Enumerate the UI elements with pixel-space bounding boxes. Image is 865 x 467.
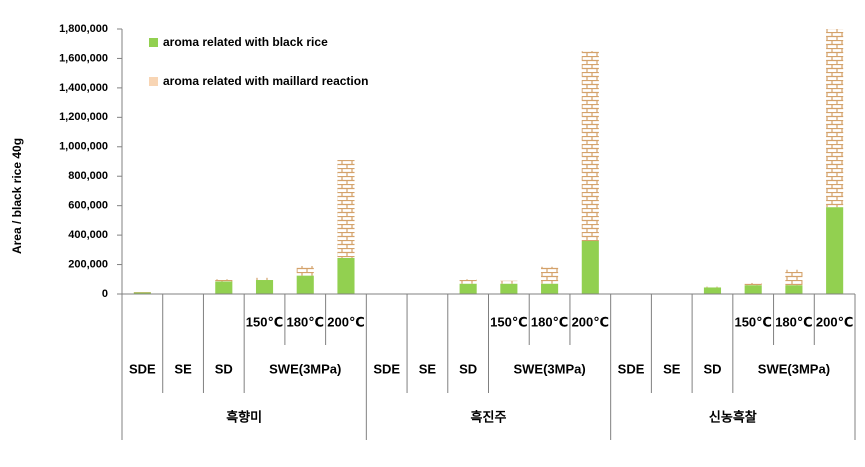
legend-swatch xyxy=(149,77,158,86)
method-label: SD xyxy=(459,361,477,376)
x-tick-label: 150℃ xyxy=(246,314,283,329)
bar-segment xyxy=(581,51,599,242)
method-label: SWE(3MPa) xyxy=(758,361,830,376)
bar-segment xyxy=(459,279,477,284)
y-tick-label: 1,400,000 xyxy=(59,82,108,94)
group-label: 신농흑찰 xyxy=(709,409,757,424)
group-label: 흑진주 xyxy=(471,409,507,424)
bar-segment xyxy=(744,285,762,294)
bar-segment xyxy=(703,287,722,294)
bar-segment xyxy=(255,277,274,281)
group-label: 흑향미 xyxy=(226,409,262,424)
x-tick-label: 180℃ xyxy=(775,314,812,329)
method-label: SE xyxy=(663,361,681,376)
y-tick-label: 1,200,000 xyxy=(59,111,108,123)
bar-segment xyxy=(296,266,314,276)
bar-segment xyxy=(703,286,722,288)
y-tick-label: 600,000 xyxy=(68,200,108,212)
method-label: SE xyxy=(174,361,192,376)
method-label: SDE xyxy=(618,361,645,376)
method-label: SWE(3MPa) xyxy=(513,361,585,376)
method-label: SDE xyxy=(129,361,156,376)
bar-segment xyxy=(337,160,355,258)
bar-segment xyxy=(826,207,844,294)
x-tick-label: 200℃ xyxy=(572,314,609,329)
method-label: SDE xyxy=(373,361,400,376)
bar-segment xyxy=(459,283,477,294)
bar-segment xyxy=(500,283,518,294)
bar-segment xyxy=(541,266,559,284)
method-label: SWE(3MPa) xyxy=(269,361,341,376)
y-tick-label: 1,000,000 xyxy=(59,141,108,153)
bar-segment xyxy=(215,281,233,294)
legend-swatch xyxy=(149,38,158,47)
legend-label: aroma related with black rice xyxy=(163,35,328,49)
bar-segment xyxy=(337,257,355,294)
bar-segment xyxy=(581,241,599,294)
bar-segment xyxy=(255,280,274,294)
method-label: SD xyxy=(703,361,721,376)
x-tick-label: 200℃ xyxy=(816,314,853,329)
y-tick-label: 0 xyxy=(102,288,108,300)
x-tick-label: 150℃ xyxy=(734,314,771,329)
bar-segment xyxy=(785,285,803,294)
bar-segment xyxy=(785,269,803,286)
bar-segment xyxy=(744,282,762,286)
y-tick-label: 800,000 xyxy=(68,170,108,182)
bar-segment xyxy=(541,283,559,294)
y-tick-label: 1,800,000 xyxy=(59,23,108,35)
legend-label: aroma related with maillard reaction xyxy=(163,74,368,88)
bar-segment xyxy=(826,29,844,208)
y-tick-label: 1,600,000 xyxy=(59,52,108,64)
y-tick-label: 400,000 xyxy=(68,229,108,241)
bar-segment xyxy=(296,275,314,294)
bar-segment xyxy=(133,292,151,294)
x-tick-label: 180℃ xyxy=(287,314,324,329)
bar-segment xyxy=(500,280,518,284)
x-tick-label: 180℃ xyxy=(531,314,568,329)
x-tick-label: 150℃ xyxy=(490,314,527,329)
y-axis-label: Area / black rice 40g xyxy=(10,138,24,254)
method-label: SE xyxy=(419,361,437,376)
bar-segment xyxy=(215,279,233,282)
method-label: SD xyxy=(215,361,233,376)
x-tick-label: 200℃ xyxy=(327,314,364,329)
y-tick-label: 200,000 xyxy=(68,258,108,270)
